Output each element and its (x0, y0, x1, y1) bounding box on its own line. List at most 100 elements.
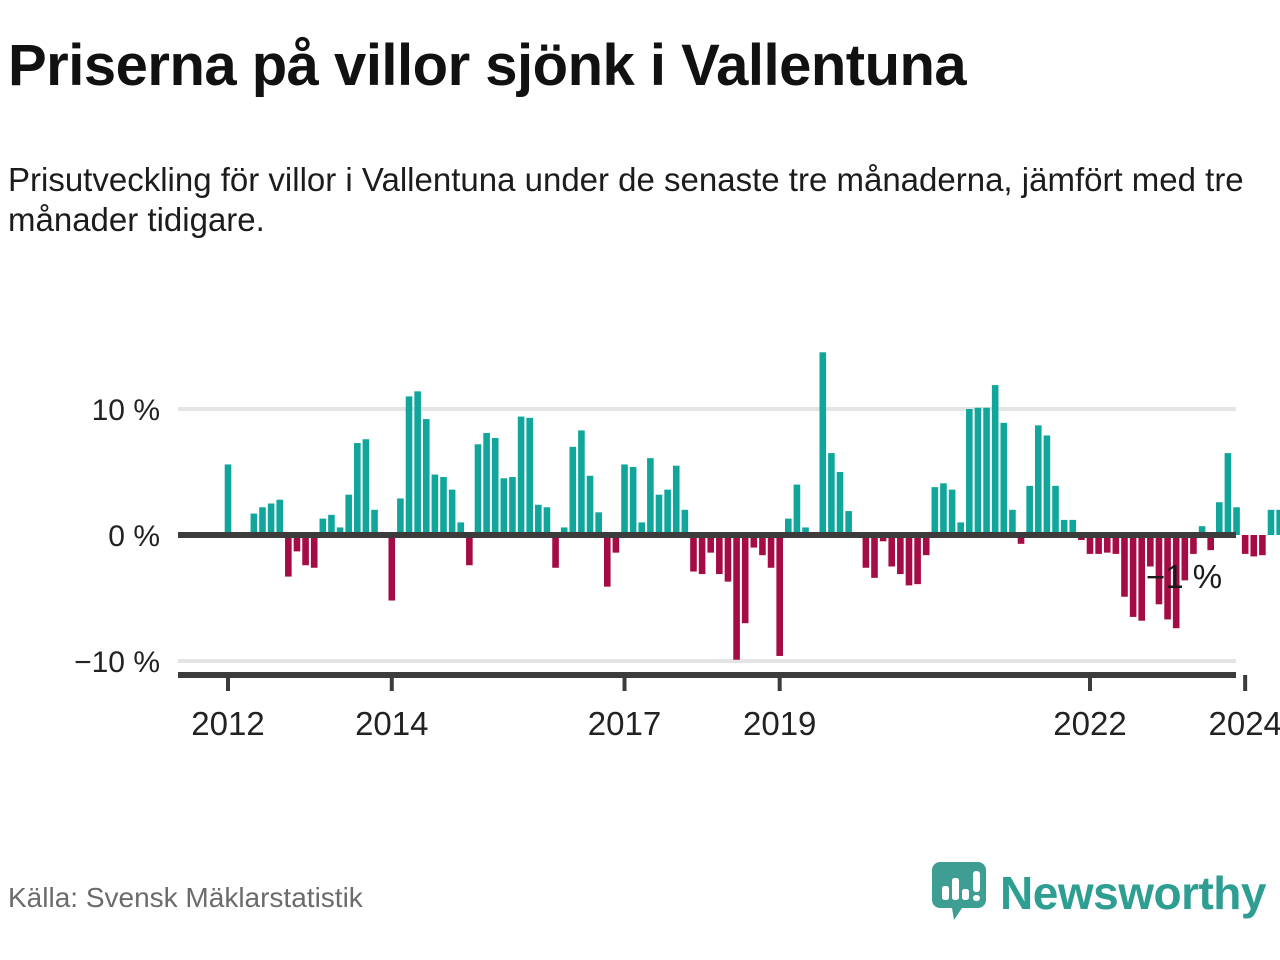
bar (586, 475, 594, 535)
bar (483, 432, 490, 535)
bar (836, 472, 844, 535)
bar (1000, 422, 1008, 535)
bar (1241, 535, 1249, 554)
bar (431, 474, 439, 535)
bar (793, 484, 801, 535)
bar (1276, 509, 1280, 535)
bar (293, 535, 301, 552)
bar (914, 535, 921, 585)
bar (310, 535, 318, 568)
bar (690, 535, 697, 572)
bar (302, 535, 309, 566)
bar (1216, 502, 1223, 535)
bar (362, 439, 370, 535)
bar (983, 407, 990, 535)
bar (1069, 519, 1077, 535)
x-tick-label: 2017 (588, 705, 661, 742)
bar (862, 535, 870, 568)
bar (397, 498, 404, 535)
bar (405, 396, 413, 535)
bar (578, 430, 585, 535)
bar (491, 437, 499, 535)
bar (931, 487, 939, 535)
bar (319, 518, 327, 535)
bar (1009, 509, 1016, 535)
bar (802, 527, 809, 535)
bar (267, 503, 275, 535)
bar (1034, 425, 1042, 535)
bar (414, 391, 421, 535)
bar (1129, 535, 1137, 617)
bar (259, 507, 266, 535)
bar (1147, 535, 1154, 567)
annotation-label: −1 % (1146, 558, 1222, 595)
bar (922, 535, 930, 556)
bar (664, 489, 671, 535)
page-title: Priserna på villor sjönk i Vallentuna (8, 33, 967, 98)
x-axis (178, 672, 1248, 691)
bar (1121, 535, 1128, 597)
bar-chart: 10 % 0 % −10 % 2012 2014 2017 2019 2022 2024 −1… (0, 330, 1280, 760)
bar (638, 522, 646, 535)
bar-chart-speech-bubble-icon (932, 861, 987, 925)
bar (474, 444, 482, 535)
bar (776, 535, 783, 656)
bar-series (224, 352, 1280, 660)
bar (612, 535, 620, 553)
newsworthy-logo[interactable]: Newsworthy (932, 861, 1266, 925)
bar (948, 489, 956, 535)
y-tick-label: −10 % (74, 646, 160, 679)
bar (1259, 535, 1266, 556)
bar (1181, 535, 1189, 581)
bar (354, 443, 361, 535)
bar (1112, 535, 1120, 554)
bar (991, 385, 999, 535)
bar (500, 478, 508, 535)
bar (285, 535, 292, 577)
x-tick-label: 2022 (1053, 705, 1126, 742)
bar (1060, 519, 1068, 535)
bar (448, 489, 456, 535)
bar (1138, 535, 1146, 621)
bar (345, 494, 352, 535)
bar (1224, 453, 1232, 535)
bar (517, 416, 525, 535)
bar (526, 417, 533, 535)
bar (940, 483, 947, 535)
bar (707, 535, 715, 553)
bar (759, 535, 766, 556)
bar (371, 509, 378, 535)
bar (966, 409, 973, 535)
bar (681, 509, 689, 535)
bar (535, 504, 542, 535)
bar (1233, 507, 1240, 535)
bar (767, 535, 775, 568)
bar (974, 407, 982, 535)
bar (655, 494, 663, 535)
bar (276, 499, 284, 535)
bar (871, 535, 878, 578)
bar (1172, 535, 1180, 629)
bar (224, 464, 232, 535)
bar (1207, 535, 1214, 551)
bar (422, 419, 430, 535)
bar (560, 527, 568, 535)
bar (750, 535, 758, 548)
logo-wordmark: Newsworthy (1000, 867, 1266, 919)
bar (543, 507, 551, 535)
y-tick-label: 10 % (92, 394, 160, 427)
bar (1267, 509, 1275, 535)
bar (879, 535, 887, 542)
bar (716, 535, 723, 575)
page-subtitle: Prisutveckling för villor i Vallentuna u… (8, 161, 1244, 239)
bar (250, 513, 258, 535)
x-tick-label: 2019 (743, 705, 816, 742)
x-tick-label: 2012 (191, 705, 264, 742)
source-note: Källa: Svensk Mäklarstatistik (8, 882, 363, 913)
bar (440, 477, 447, 535)
bar (629, 466, 637, 535)
bar (1250, 535, 1258, 557)
bar (733, 535, 740, 660)
x-axis-tick-labels: 2012 2014 2017 2019 2022 2024 (191, 705, 1280, 742)
bar (897, 535, 904, 575)
